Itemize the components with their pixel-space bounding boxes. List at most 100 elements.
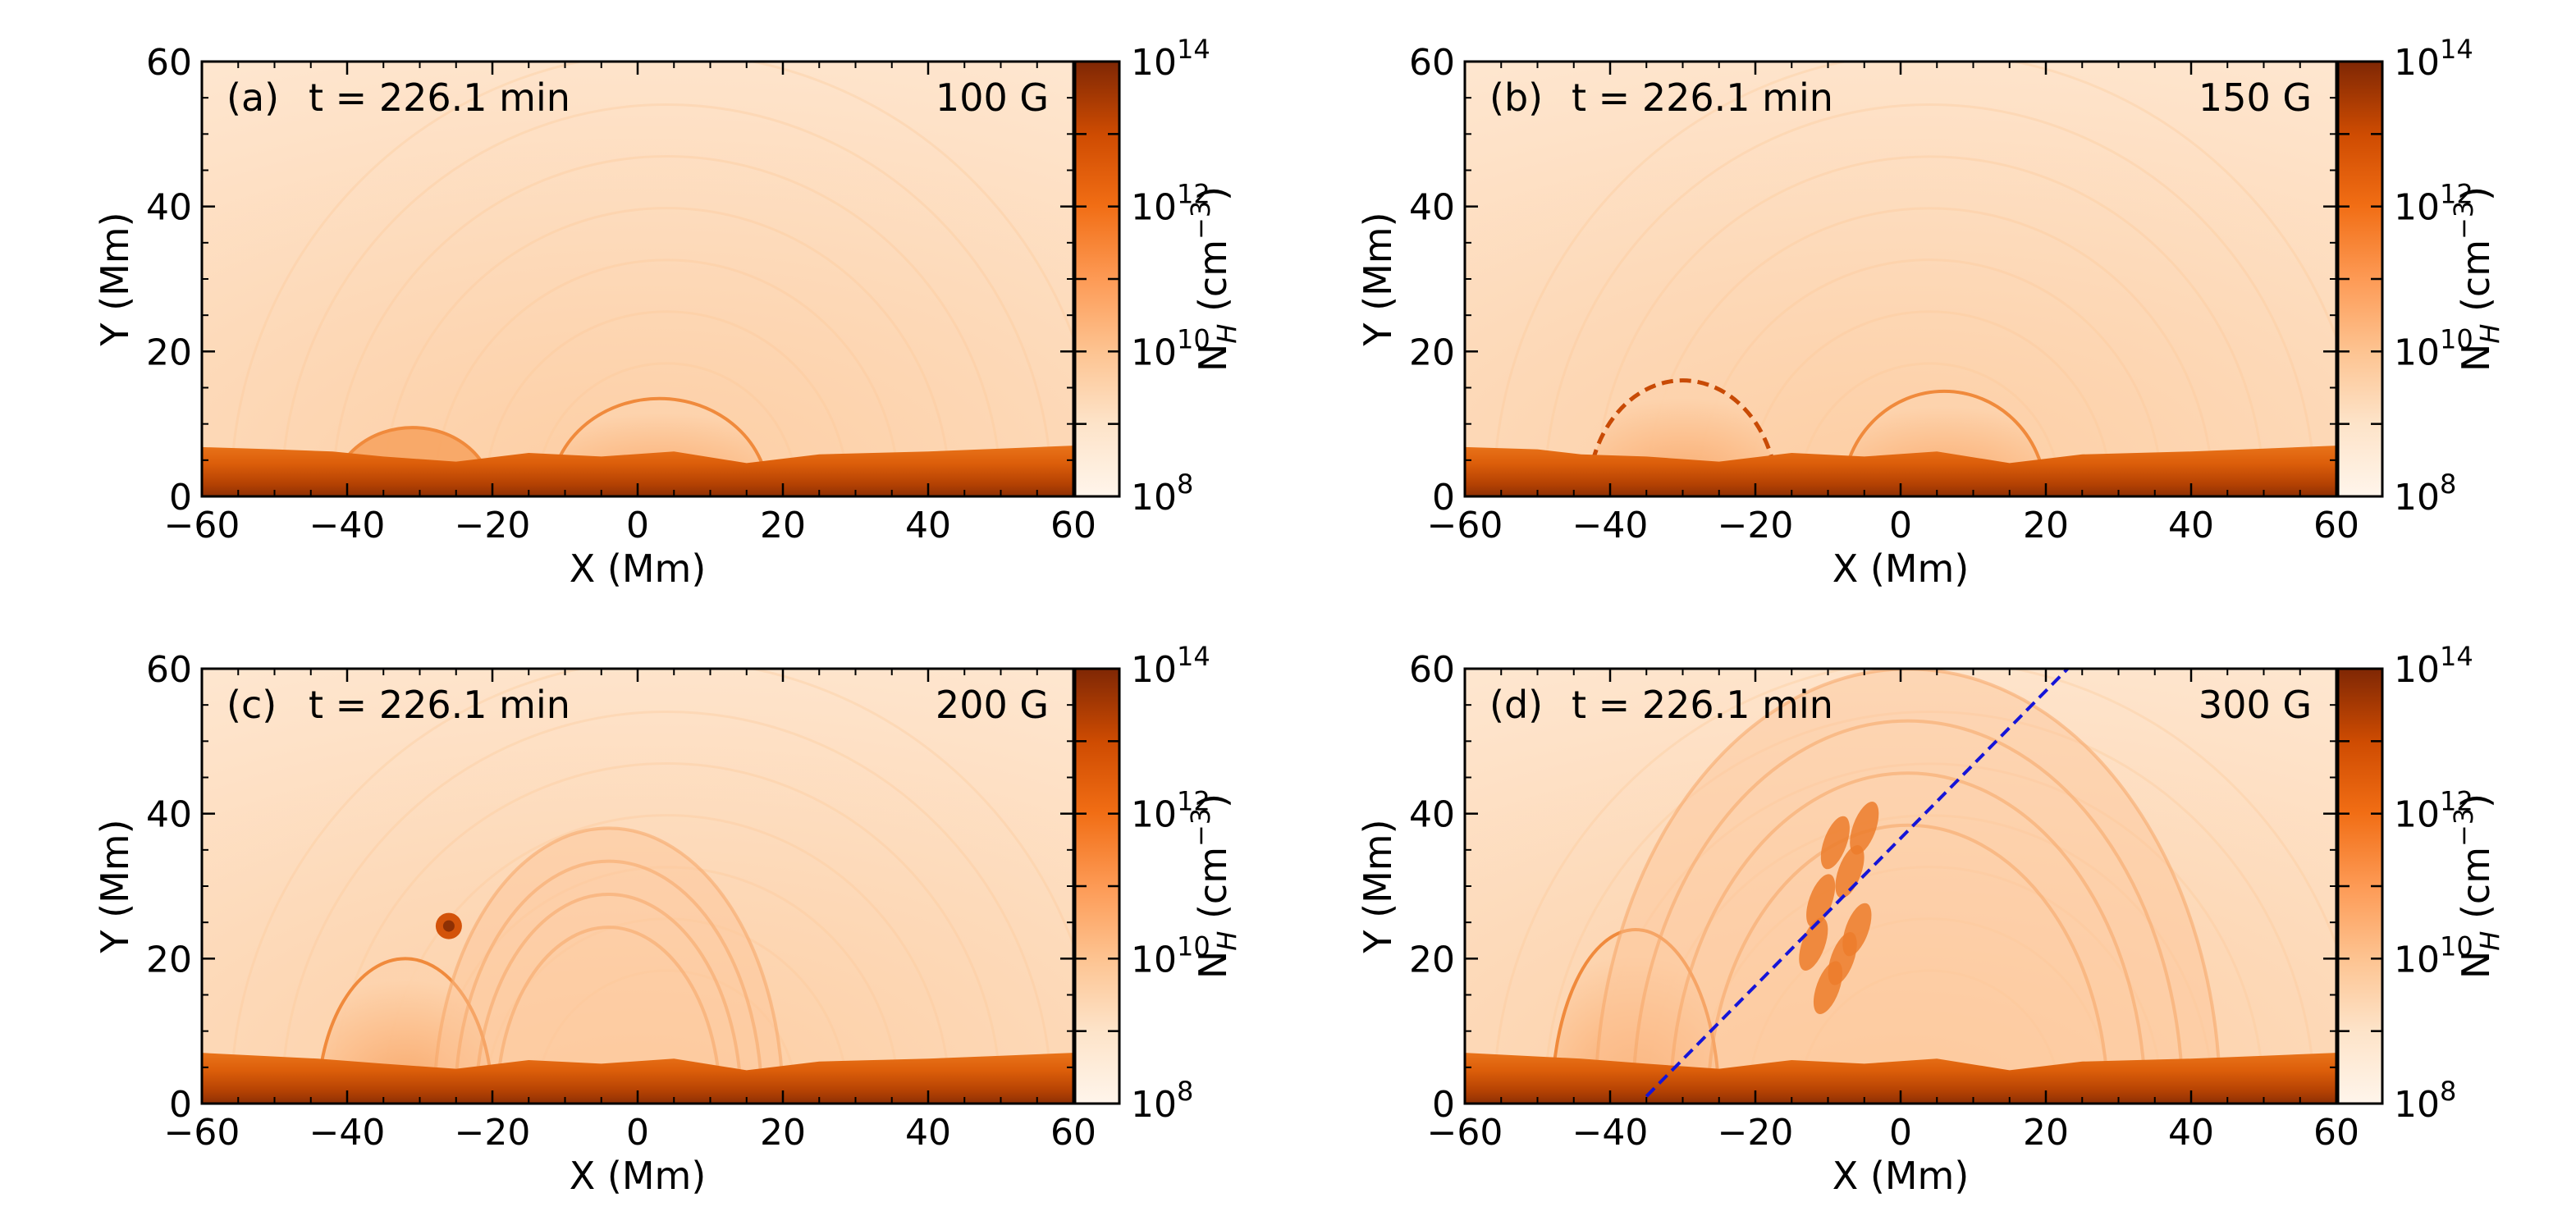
panel-label: (d): [1489, 683, 1543, 727]
coronal-loop: [229, 669, 1073, 1104]
y-tick-label: 20: [1409, 939, 1455, 980]
x-tick-label: 40: [2168, 1112, 2214, 1154]
coronal-loop: [534, 969, 799, 1104]
x-tick-label: 60: [1050, 505, 1096, 546]
coronal-loop: [1797, 969, 2062, 1104]
field-strength-label: 100 G: [936, 75, 1049, 120]
x-tick-label: 40: [905, 505, 951, 546]
coronal-loop: [1797, 362, 2062, 496]
chromosphere: [1465, 1053, 2336, 1104]
colorbar-label: NH (cm−3): [2448, 793, 2505, 979]
panel-label: (c): [226, 683, 277, 727]
coronal-loop: [1746, 917, 2113, 1104]
x-tick-label: 0: [626, 505, 649, 546]
coronal-loop: [280, 711, 1053, 1104]
plot-area: [202, 669, 1073, 1104]
colorbar-tick-label: 1012: [1131, 786, 1210, 836]
coronal-loop: [331, 155, 1002, 496]
colorbar-tick-label: 1010: [2394, 323, 2473, 373]
coronal-loop: [280, 103, 1053, 496]
arcade: [434, 828, 783, 1104]
x-axis-label: X (Mm): [1832, 1154, 1970, 1198]
chromosphere: [1465, 446, 2336, 496]
y-axis-label: Y (Mm): [1356, 212, 1400, 346]
x-tick-label: 0: [1889, 505, 1912, 546]
dense-blob: [1799, 917, 1828, 971]
dense-blob: [1806, 874, 1836, 927]
colorbar-label: NH (cm−3): [1185, 186, 1242, 372]
coronal-loop: [483, 310, 850, 496]
field-strength-label: 150 G: [2199, 75, 2312, 120]
arcade-strand: [474, 892, 744, 1104]
coronal-loop: [1746, 310, 2113, 496]
dense-blob: [1835, 845, 1865, 898]
coronal-loop: [1594, 155, 2265, 496]
x-tick-label: −40: [1572, 505, 1649, 546]
colorbar-tick-label: 1014: [2394, 34, 2473, 84]
x-tick-label: 20: [760, 1112, 806, 1154]
coronal-loop: [1543, 103, 2316, 496]
y-tick-label: 20: [1409, 331, 1455, 373]
y-tick-label: 60: [1409, 42, 1455, 84]
x-tick-label: 60: [1050, 1112, 1096, 1154]
arcade-strand: [453, 859, 764, 1104]
chromosphere: [202, 1053, 1073, 1104]
x-axis-label: X (Mm): [570, 546, 707, 591]
y-axis-label: Y (Mm): [93, 212, 137, 346]
coronal-loop: [331, 762, 1002, 1104]
x-tick-label: −20: [455, 505, 531, 546]
colorbar-tick-label: 1012: [1131, 179, 1210, 229]
time-label: t = 226.1 min: [1572, 75, 1833, 120]
y-tick-label: 0: [169, 477, 192, 519]
colorbar-tick-label: 1014: [1131, 641, 1210, 691]
x-tick-label: 40: [905, 1112, 951, 1154]
flux-rope-center: [442, 920, 455, 932]
coronal-loop: [534, 362, 799, 496]
x-tick-label: 0: [626, 1112, 649, 1154]
x-tick-label: −60: [164, 1112, 240, 1154]
x-tick-label: 40: [2168, 505, 2214, 546]
colorbar-tick-label: 108: [1131, 469, 1193, 519]
colorbar-tick-label: 1010: [2394, 930, 2473, 980]
dome-edge: [1841, 390, 2048, 496]
plot-area: [202, 62, 1073, 496]
coronal-loop: [1492, 669, 2336, 1104]
y-tick-label: 0: [169, 1084, 192, 1126]
chromosphere: [202, 446, 1073, 496]
coronal-loop: [1492, 62, 2336, 496]
x-tick-label: −20: [1718, 505, 1794, 546]
colorbar-tick-label: 1012: [2394, 179, 2473, 229]
coronal-loop: [483, 917, 850, 1104]
arcade-strand: [432, 826, 785, 1104]
y-axis-label: Y (Mm): [1356, 819, 1400, 953]
colorbar-label: NH (cm−3): [1185, 793, 1242, 979]
cut-line: [1645, 669, 2069, 1098]
colorbar-tick-label: 108: [2394, 469, 2456, 519]
y-tick-label: 60: [146, 649, 192, 691]
y-tick-label: 0: [1432, 1084, 1455, 1126]
large_cme_arcade: [1595, 669, 2221, 1104]
colorbar-tick-label: 1014: [2394, 641, 2473, 691]
y-tick-label: 40: [146, 794, 192, 836]
y-tick-label: 40: [1409, 794, 1455, 836]
x-tick-label: −40: [309, 1112, 386, 1154]
time-label: t = 226.1 min: [309, 683, 570, 727]
panel-label: (b): [1489, 75, 1543, 120]
x-tick-label: 20: [760, 505, 806, 546]
y-tick-label: 60: [1409, 649, 1455, 691]
time-label: t = 226.1 min: [309, 75, 570, 120]
colorbar-tick-label: 1010: [1131, 930, 1210, 980]
coronal-loop: [229, 62, 1073, 496]
x-tick-label: 60: [2313, 505, 2359, 546]
coronal-loop: [1695, 258, 2164, 496]
y-tick-label: 20: [146, 939, 192, 980]
field-strength-label: 300 G: [2199, 683, 2312, 727]
colorbar-label: NH (cm−3): [2448, 186, 2505, 372]
colorbar-tick-label: 1010: [1131, 323, 1210, 373]
y-tick-label: 20: [146, 331, 192, 373]
x-tick-label: −60: [164, 505, 240, 546]
y-tick-label: 40: [146, 187, 192, 229]
plot-area: [1465, 62, 2336, 496]
y-axis-label: Y (Mm): [93, 819, 137, 953]
